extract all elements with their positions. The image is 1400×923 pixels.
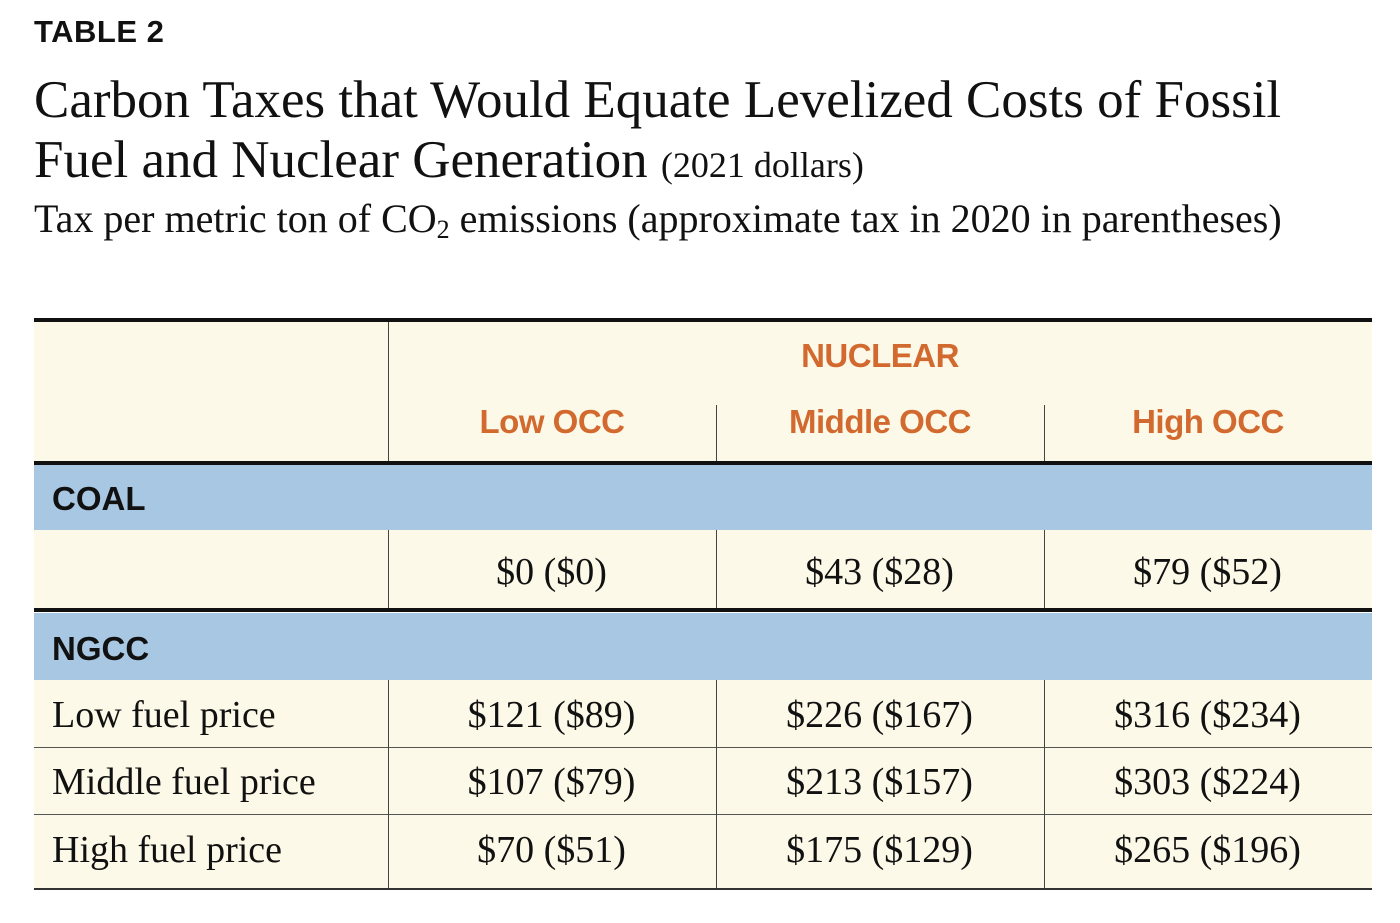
divider bbox=[388, 322, 389, 461]
row-label: Low fuel price bbox=[52, 694, 276, 736]
divider bbox=[716, 530, 717, 608]
section-band bbox=[34, 463, 1372, 530]
divider bbox=[716, 680, 717, 888]
title: Carbon Taxes that Would Equate Levelized… bbox=[34, 70, 1374, 195]
cell: $0 ($0) bbox=[496, 551, 607, 593]
row-line bbox=[34, 814, 1372, 815]
group-header: NUCLEAR bbox=[801, 337, 959, 374]
rule bbox=[34, 318, 1372, 322]
row-line bbox=[34, 747, 1372, 748]
cell: $43 ($28) bbox=[805, 551, 954, 593]
section-name: COAL bbox=[52, 480, 146, 517]
subtitle-text: emissions (approximate tax in 2020 in pa… bbox=[449, 196, 1282, 241]
cell: $226 ($167) bbox=[786, 694, 973, 736]
cell: $316 ($234) bbox=[1114, 694, 1301, 736]
column-header: Low OCC bbox=[479, 403, 625, 440]
cell: $79 ($52) bbox=[1133, 551, 1282, 593]
title-text: Carbon Taxes that Would Equate Levelized… bbox=[34, 71, 1282, 189]
header-bg bbox=[34, 320, 1372, 463]
divider bbox=[388, 530, 389, 608]
cell: $303 ($224) bbox=[1114, 761, 1301, 803]
subtitle: Tax per metric ton of CO2 emissions (app… bbox=[34, 196, 1334, 253]
column-header: Middle OCC bbox=[789, 403, 972, 440]
row-bg bbox=[34, 530, 1372, 610]
cell: $175 ($129) bbox=[786, 829, 973, 871]
cell: $107 ($79) bbox=[467, 761, 636, 803]
section-name: NGCC bbox=[52, 630, 150, 667]
divider bbox=[1044, 680, 1045, 888]
cell: $213 ($157) bbox=[786, 761, 973, 803]
rule bbox=[34, 461, 1372, 465]
subtitle-text: Tax per metric ton of CO bbox=[34, 196, 437, 241]
cell: $121 ($89) bbox=[467, 694, 636, 736]
divider bbox=[1044, 530, 1045, 608]
row-label: Middle fuel price bbox=[52, 761, 316, 803]
row-bg bbox=[34, 680, 1372, 888]
table-label: TABLE 2 bbox=[34, 14, 165, 49]
divider bbox=[388, 680, 389, 888]
divider bbox=[1044, 405, 1045, 461]
subscript: 2 bbox=[436, 215, 450, 244]
divider bbox=[716, 405, 717, 461]
rule bbox=[34, 608, 1372, 612]
cell: $70 ($51) bbox=[477, 829, 626, 871]
row-label: High fuel price bbox=[52, 829, 283, 871]
row-line bbox=[34, 888, 1372, 890]
title-note: (2021 dollars) bbox=[660, 145, 864, 185]
section-band bbox=[34, 613, 1372, 680]
cell: $265 ($196) bbox=[1114, 829, 1301, 871]
column-header: High OCC bbox=[1132, 403, 1284, 440]
